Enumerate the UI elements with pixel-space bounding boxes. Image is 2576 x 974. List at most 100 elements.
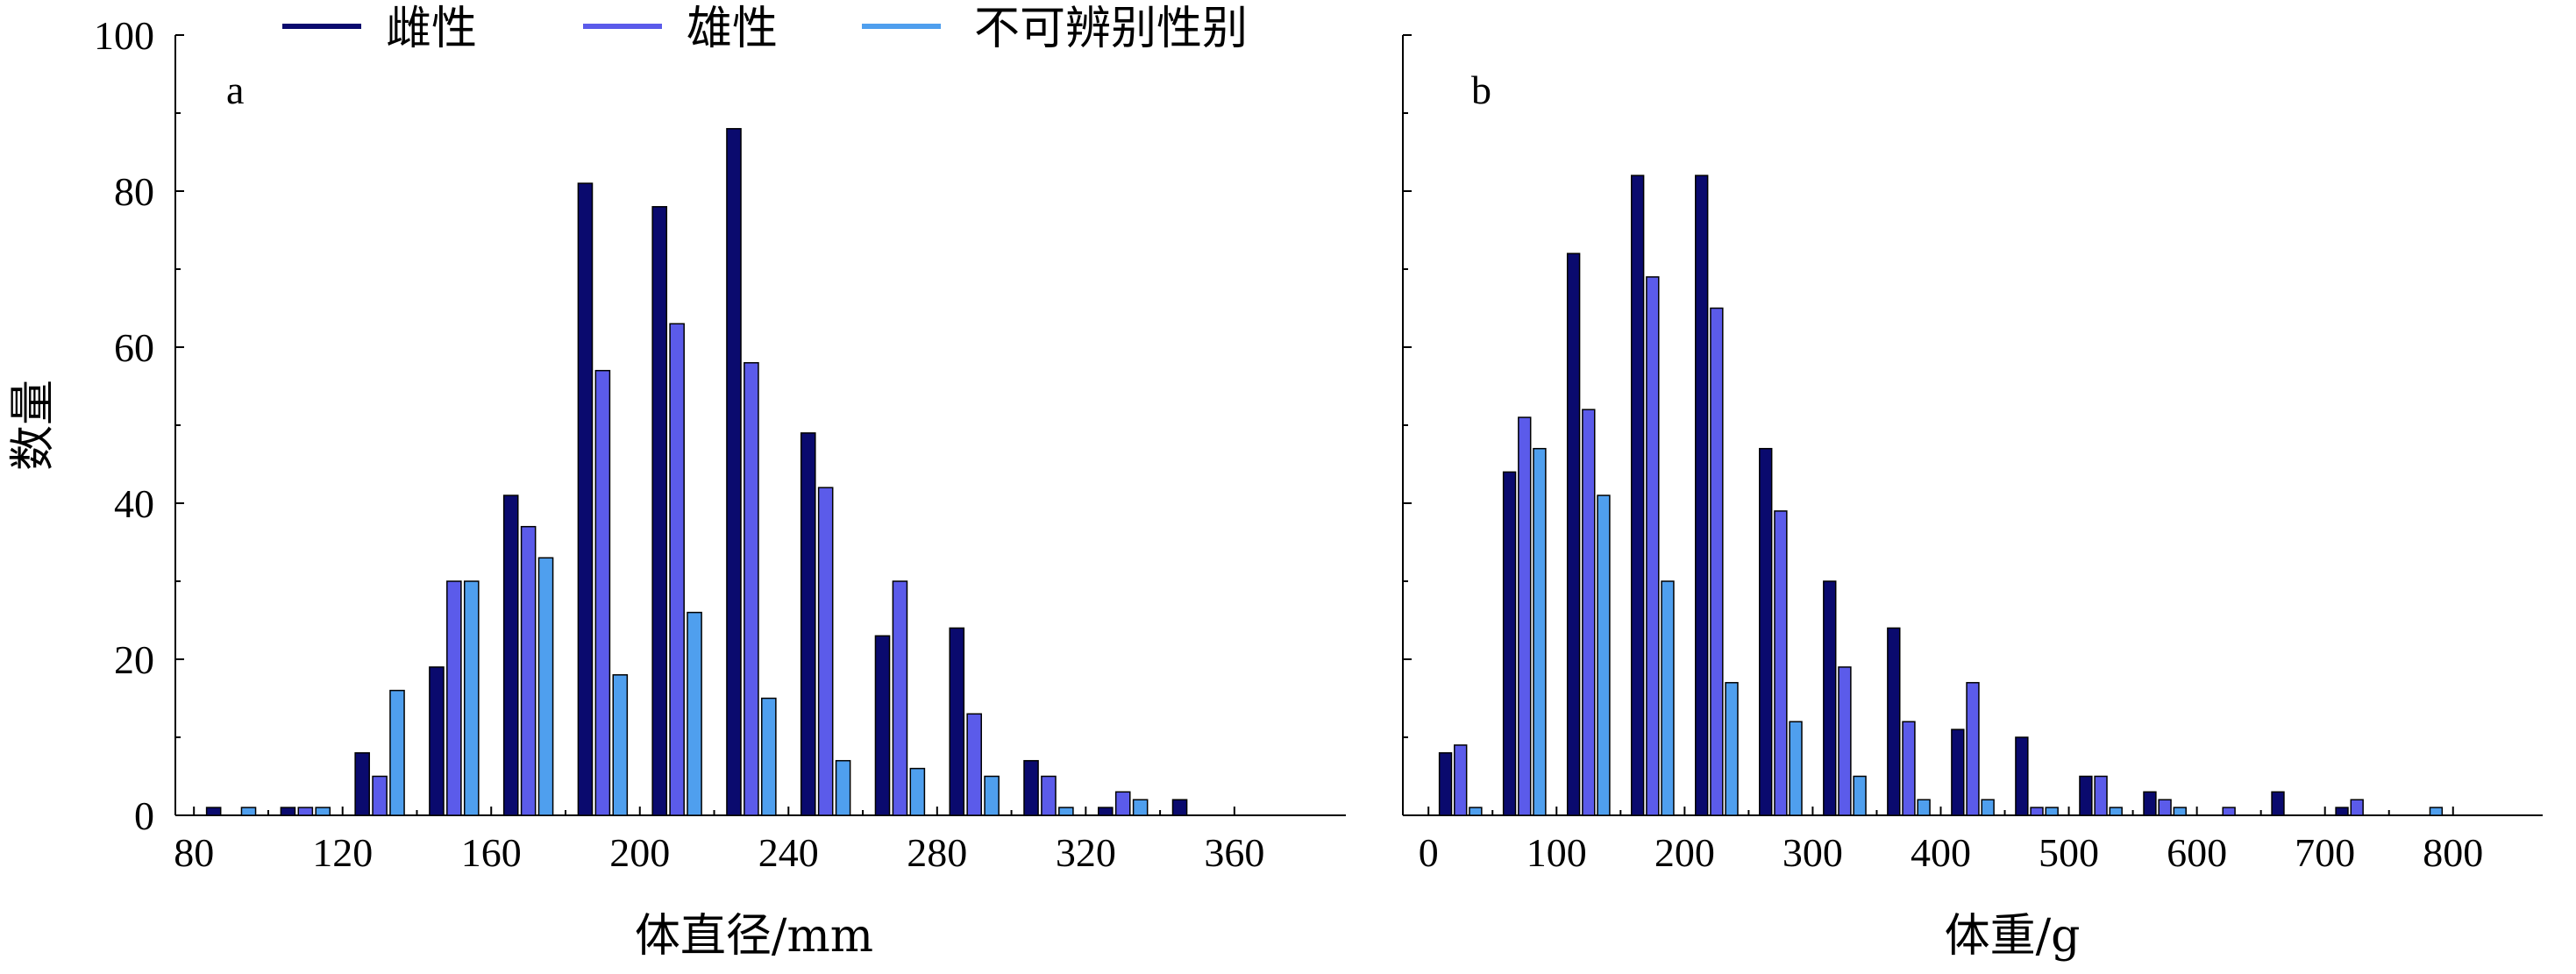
x-tick-label: 800 (2423, 830, 2483, 875)
x-tick-label: 300 (1783, 830, 1843, 875)
panel-b-letter: b (1471, 68, 1491, 112)
bar-female (1759, 447, 1773, 816)
bar-female (1171, 799, 1188, 816)
y-tick-label: 20 (114, 637, 154, 682)
bar-unknown (2109, 807, 2123, 816)
x-tick-label: 360 (1204, 830, 1264, 875)
bar-male (446, 580, 462, 816)
bar-unknown (537, 557, 554, 816)
y-tick-label: 60 (114, 325, 154, 370)
bar-male (1114, 791, 1131, 816)
bar-female (651, 206, 668, 816)
bar-male (1582, 409, 1596, 816)
bar-male (520, 525, 537, 816)
bar-unknown (687, 611, 702, 816)
bar-unknown (389, 689, 405, 816)
bar-unknown (1981, 799, 1995, 816)
bar-unknown (835, 759, 851, 816)
bar-unknown (1661, 580, 1675, 816)
x-tick-label: 0 (1419, 830, 1439, 875)
bar-female (2335, 807, 2349, 816)
bar-female (2079, 775, 2093, 816)
bar-male (1774, 510, 1788, 816)
bar-female (1438, 752, 1453, 816)
bar-male (1041, 775, 1057, 816)
bar-female (2143, 791, 2157, 816)
legend-label-male: 雄性 (687, 3, 778, 55)
panel-b: b 体重/g 0 100 200 300 400 500 600 700 800 (1402, 34, 2543, 963)
bar-male (1710, 307, 1724, 816)
bar-male (817, 487, 834, 816)
x-tick-label: 500 (2039, 830, 2099, 875)
panel-a-x-axis-title: 体直径/mm (635, 910, 873, 963)
bar-female (874, 635, 891, 816)
x-tick-label: 160 (461, 830, 522, 875)
bar-female (726, 128, 742, 816)
panel-a-letter: a (226, 68, 244, 112)
bar-unknown (1853, 775, 1867, 816)
bar-unknown (612, 674, 629, 816)
bar-male (2350, 799, 2364, 816)
bar-unknown (1469, 807, 1483, 816)
x-tick-label: 400 (1911, 830, 1971, 875)
bar-female (949, 627, 965, 816)
bar-unknown (761, 697, 777, 816)
bar-unknown (240, 807, 257, 816)
bar-male (892, 580, 908, 816)
bar-unknown (1597, 494, 1611, 816)
bar-female (1695, 174, 1709, 816)
x-tick-label: 120 (312, 830, 373, 875)
bar-female (1823, 580, 1837, 816)
panel-a: a 体直径/mm 0 20 40 60 80 100 80 120 160 200 240 280 32… (94, 13, 1346, 963)
bar-male (2158, 799, 2172, 816)
x-tick-label: 320 (1056, 830, 1116, 875)
bar-male (2222, 807, 2236, 816)
bar-female (205, 807, 222, 816)
bar-unknown (1132, 799, 1149, 816)
legend-label-female: 雌性 (386, 3, 477, 55)
y-axis-title: 数量 (7, 380, 60, 471)
bar-female (502, 494, 519, 816)
bar-female (1097, 807, 1114, 816)
bar-male (594, 369, 611, 816)
bar-unknown (1917, 799, 1931, 816)
bar-female (1887, 627, 1901, 816)
legend-label-unknown: 不可辨别性别 (974, 3, 1248, 55)
bar-male (1966, 681, 1980, 816)
bar-female (280, 807, 296, 816)
bar-male (1518, 416, 1532, 816)
y-tick-label: 80 (114, 169, 154, 214)
bar-unknown (2045, 807, 2059, 816)
bar-male (2030, 807, 2044, 816)
x-tick-label: 200 (609, 830, 670, 875)
x-tick-label: 700 (2295, 830, 2355, 875)
x-tick-label: 200 (1654, 830, 1715, 875)
bar-male (372, 775, 388, 816)
panel-b-x-axis-title: 体重/g (1945, 910, 2081, 963)
bar-male (2094, 775, 2108, 816)
bar-male (1646, 276, 1660, 816)
bar-unknown (1058, 807, 1074, 816)
bar-male (744, 362, 759, 816)
bar-female (2271, 791, 2285, 816)
bar-unknown (2173, 807, 2187, 816)
bar-unknown (1789, 721, 1803, 816)
bar-female (800, 432, 816, 816)
bar-female (1023, 759, 1039, 816)
bar-female (1502, 471, 1517, 816)
bar-unknown (463, 580, 480, 816)
y-tick-label: 100 (94, 13, 154, 58)
bar-unknown (315, 807, 331, 816)
bar-male (1454, 744, 1468, 816)
bar-female (1566, 252, 1581, 816)
y-tick-label: 40 (114, 481, 154, 526)
x-tick-label: 600 (2167, 830, 2227, 875)
x-tick-label: 80 (174, 830, 214, 875)
x-tick-label: 280 (907, 830, 967, 875)
bar-unknown (909, 767, 926, 816)
bar-unknown (1725, 681, 1739, 816)
bar-unknown (2429, 807, 2444, 816)
bar-female (1630, 174, 1645, 816)
bar-female (429, 666, 445, 816)
